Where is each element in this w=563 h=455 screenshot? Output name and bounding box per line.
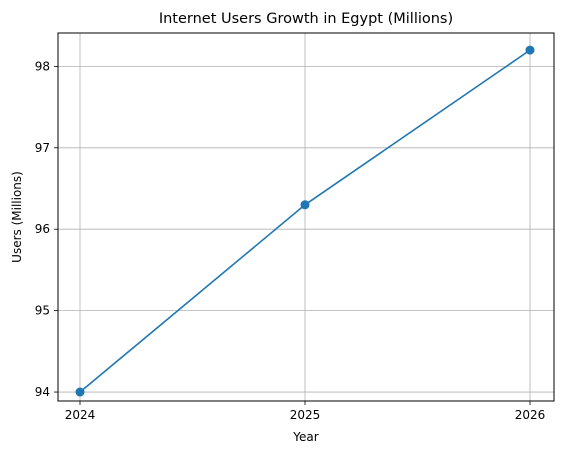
x-tick-label: 2024 <box>65 408 96 422</box>
y-axis-ticks: 94 95 96 97 98 <box>35 59 58 399</box>
y-tick-label: 98 <box>35 59 50 73</box>
grid-lines <box>58 33 554 401</box>
y-tick-label: 95 <box>35 304 50 318</box>
y-tick-label: 97 <box>35 141 50 155</box>
data-point <box>300 200 310 210</box>
data-point <box>525 45 535 55</box>
y-axis-label: Users (Millions) <box>10 171 24 263</box>
x-axis-label: Year <box>292 430 318 444</box>
x-tick-label: 2026 <box>515 408 546 422</box>
y-tick-label: 94 <box>35 385 50 399</box>
x-axis-ticks: 2024 2025 2026 <box>65 401 546 422</box>
series-layer <box>75 45 535 397</box>
x-tick-label: 2025 <box>290 408 321 422</box>
data-point <box>75 387 85 397</box>
y-tick-label: 96 <box>35 222 50 236</box>
chart-title: Internet Users Growth in Egypt (Millions… <box>159 11 453 27</box>
plot-frame <box>57 32 555 402</box>
